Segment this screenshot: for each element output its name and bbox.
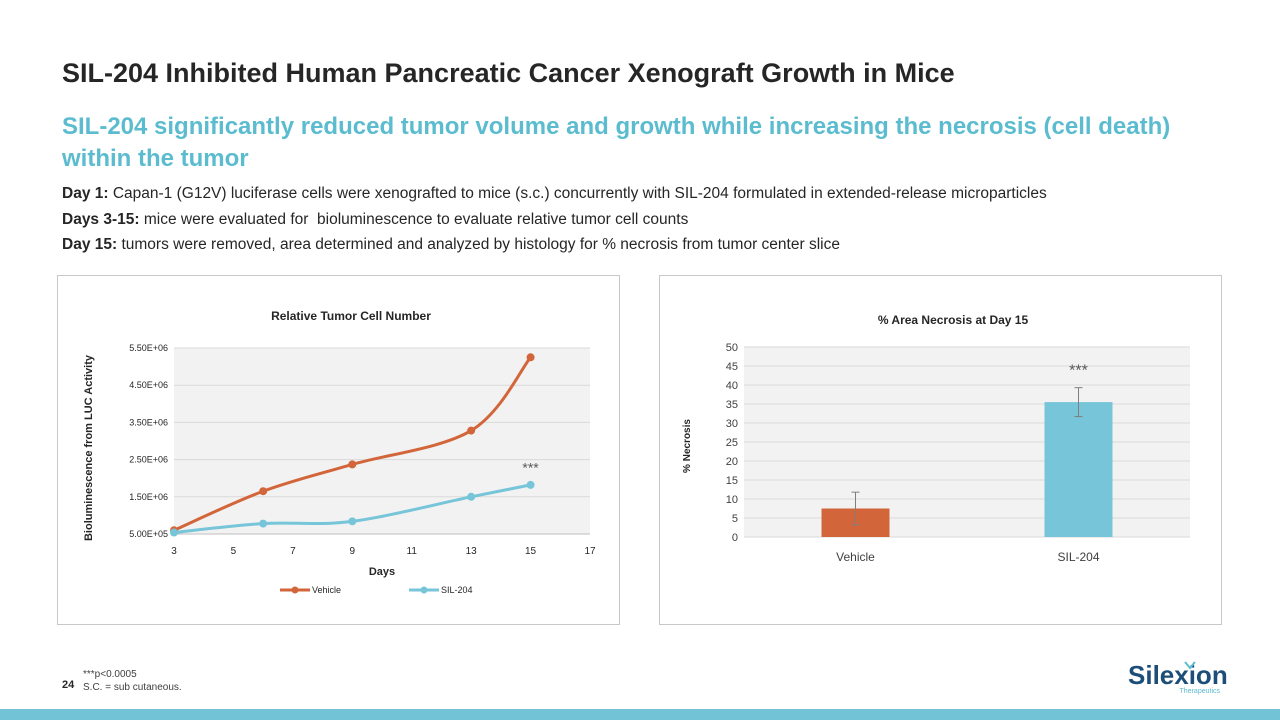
y-tick-label: 2.50E+06	[129, 455, 168, 465]
legend-sil204-marker	[420, 586, 428, 594]
logo-wordmark: Silexion	[1128, 660, 1228, 690]
y-tick-label: 3.50E+06	[129, 417, 168, 427]
data-point-sil-204	[526, 480, 535, 489]
y-tick-label: 1.50E+06	[129, 492, 168, 502]
y-tick-label: 30	[726, 418, 738, 430]
line-chart-legend: Vehicle SIL-204	[280, 585, 473, 595]
protocol-label: Days 3-15:	[62, 210, 140, 228]
y-tick-label: 5	[732, 513, 738, 525]
significance-annotation: ***	[1069, 363, 1088, 380]
protocol-line-day1: Day 1: Capan-1 (G12V) luciferase cells w…	[62, 181, 1262, 207]
x-tick-label: 17	[584, 546, 596, 557]
y-tick-label: 40	[726, 380, 738, 392]
legend-vehicle-marker	[291, 586, 299, 594]
footnote: ***p<0.0005 S.C. = sub cutaneous.	[83, 668, 182, 694]
y-tick-label: 5.50E+06	[129, 343, 168, 353]
bar-chart-title: % Area Necrosis at Day 15	[878, 313, 1029, 327]
y-tick-label: 15	[726, 475, 738, 487]
legend-sil204-label: SIL-204	[441, 585, 473, 595]
protocol-line-day15: Day 15: tumors were removed, area determ…	[62, 232, 1262, 258]
x-tick-label: 3	[171, 546, 177, 557]
x-tick-label: 11	[407, 546, 418, 557]
y-tick-label: 25	[726, 437, 738, 449]
y-tick-label: 50	[726, 342, 738, 354]
x-category-label: SIL-204	[1057, 550, 1099, 564]
protocol-text: mice were evaluated for bioluminescence …	[139, 210, 689, 228]
x-tick-label: 13	[466, 546, 478, 557]
y-tick-label: 20	[726, 456, 738, 468]
data-point-vehicle	[259, 487, 268, 496]
tumor-cell-line-chart: 5.00E+05 1.50E+06 2.50E+06 3.50E+06 4.50E+06…	[83, 309, 596, 595]
y-tick-label: 45	[726, 361, 738, 373]
slide-subtitle: SIL-204 significantly reduced tumor volu…	[62, 113, 1171, 172]
y-tick-label: 0	[732, 532, 738, 544]
silexion-logo: Silexion Therapeutics	[1128, 658, 1228, 698]
line-chart-x-label: Days	[369, 566, 395, 578]
bar-chart-y-label: % Necrosis	[682, 419, 693, 473]
data-point-sil-204	[348, 517, 357, 526]
plot-area	[174, 348, 590, 534]
legend-vehicle-label: Vehicle	[312, 585, 341, 595]
data-point-sil-204	[259, 519, 268, 528]
protocol-line-days3-15: Days 3-15: mice were evaluated for biolu…	[62, 207, 1262, 233]
necrosis-chart-panel: 0 5 10 15 20 25 30 35 40 45 50 Vehicle SIL-204 % Ar…	[659, 275, 1222, 625]
line-chart-y-label: Bioluminescence from LUC Activity	[83, 354, 95, 541]
x-tick-label: 9	[350, 546, 356, 557]
data-point-vehicle	[467, 426, 476, 435]
y-tick-label: 10	[726, 494, 738, 506]
slide-title: SIL-204 Inhibited Human Pancreatic Cance…	[62, 58, 955, 88]
protocol-label: Day 1:	[62, 185, 109, 202]
x-tick-label: 5	[231, 546, 237, 557]
protocol-label: Day 15:	[62, 236, 118, 253]
protocol-text: tumors were removed, area determined and…	[117, 236, 840, 253]
bar-sil-204	[1044, 402, 1113, 537]
line-chart-title: Relative Tumor Cell Number	[271, 309, 431, 323]
y-tick-label: 4.50E+06	[129, 380, 168, 390]
protocol-text: Capan-1 (G12V) luciferase cells were xen…	[108, 185, 1047, 202]
logo-mark-icon	[1184, 661, 1196, 670]
x-category-label: Vehicle	[836, 550, 875, 564]
abbreviation-footnote: S.C. = sub cutaneous.	[83, 682, 182, 693]
data-point-vehicle	[526, 353, 535, 362]
significance-annotation: ***	[522, 460, 539, 476]
y-tick-label: 35	[726, 399, 738, 411]
necrosis-bar-chart: 0 5 10 15 20 25 30 35 40 45 50 Vehicle SIL-204 % Ar…	[682, 313, 1190, 564]
protocol-notes: Day 1: Capan-1 (G12V) luciferase cells w…	[62, 181, 1262, 258]
x-tick-label: 7	[290, 546, 296, 557]
data-point-sil-204	[467, 492, 476, 501]
significance-footnote: ***p<0.0005	[83, 669, 137, 680]
page-number: 24	[62, 679, 75, 691]
data-point-sil-204	[170, 528, 178, 537]
tumor-cell-chart-panel: 5.00E+05 1.50E+06 2.50E+06 3.50E+06 4.50E+06…	[57, 275, 620, 625]
y-tick-label: 5.00E+05	[129, 529, 168, 539]
data-point-vehicle	[348, 460, 357, 469]
footer-accent-bar	[0, 709, 1280, 720]
x-tick-label: 15	[525, 546, 537, 557]
logo-tagline: Therapeutics	[1180, 688, 1221, 695]
